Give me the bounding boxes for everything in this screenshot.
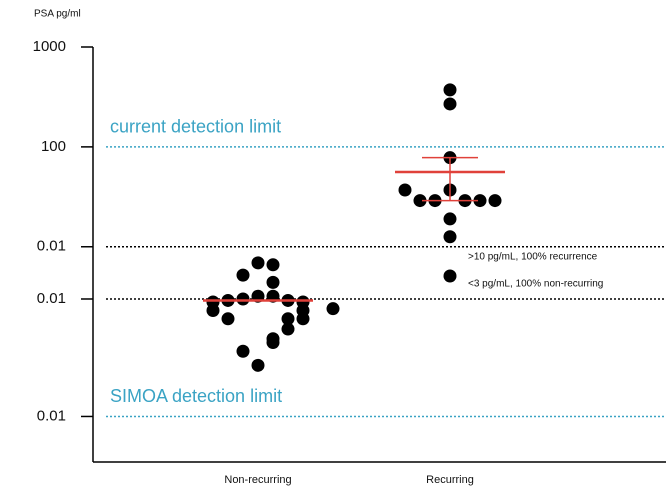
data-point — [443, 97, 457, 111]
data-point — [443, 212, 457, 226]
x-tick-label: Non-recurring — [224, 474, 291, 486]
data-point — [443, 269, 457, 283]
data-point — [236, 344, 250, 358]
data-point — [266, 258, 280, 272]
data-point — [281, 312, 295, 326]
data-point — [281, 322, 295, 336]
reference-label: SIMOA detection limit — [110, 386, 282, 406]
reference-label: >10 pg/mL, 100% recurrence — [468, 251, 598, 262]
y-tick-label: 0.01 — [37, 238, 66, 255]
data-point — [221, 312, 235, 326]
x-tick-label: Recurring — [426, 474, 474, 486]
y-tick-label: 100 — [41, 138, 66, 155]
data-point — [236, 268, 250, 282]
reference-label: <3 pg/mL, 100% non-recurring — [468, 279, 603, 290]
data-point — [206, 304, 220, 318]
data-point — [266, 336, 280, 350]
y-tick-label: 0.01 — [37, 407, 66, 424]
data-point — [473, 194, 487, 208]
data-point — [251, 256, 265, 270]
data-point — [251, 358, 265, 372]
data-point — [236, 292, 250, 306]
data-point — [443, 230, 457, 244]
data-point — [296, 312, 310, 326]
data-point — [443, 83, 457, 97]
data-point — [413, 194, 427, 208]
y-tick-label: 1000 — [33, 38, 66, 55]
data-point — [398, 183, 412, 197]
data-point — [326, 302, 340, 316]
y-axis-label: PSA pg/ml — [34, 9, 81, 20]
reference-label: current detection limit — [110, 117, 281, 137]
y-tick-label: 0.01 — [37, 290, 66, 307]
data-point — [488, 194, 502, 208]
data-point — [266, 275, 280, 289]
